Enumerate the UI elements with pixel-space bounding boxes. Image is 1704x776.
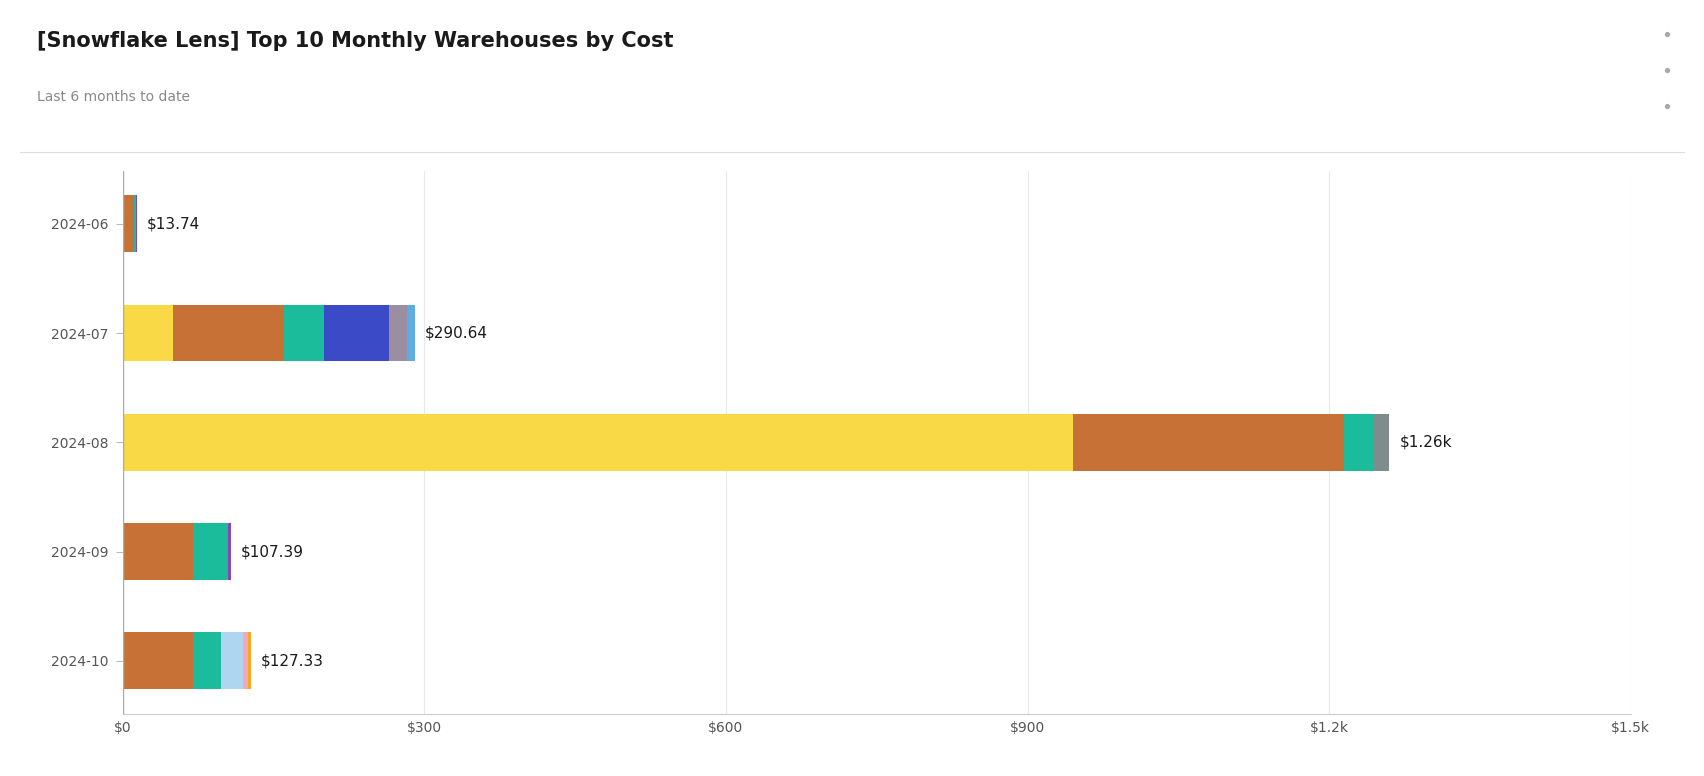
Bar <box>123 196 135 252</box>
Text: $127.33: $127.33 <box>261 653 324 668</box>
Bar <box>123 632 193 689</box>
Text: $107.39: $107.39 <box>240 544 303 559</box>
Text: $13.74: $13.74 <box>147 217 199 231</box>
Text: $1.26k: $1.26k <box>1399 435 1452 450</box>
Bar <box>222 632 244 689</box>
Bar <box>228 523 230 580</box>
Bar <box>123 523 193 580</box>
Bar <box>193 523 228 580</box>
Bar <box>407 305 414 362</box>
Bar <box>1074 414 1344 471</box>
Bar <box>1375 414 1389 471</box>
Bar <box>283 305 324 362</box>
Text: [Snowflake Lens] Top 10 Monthly Warehouses by Cost: [Snowflake Lens] Top 10 Monthly Warehous… <box>37 31 675 51</box>
Bar <box>193 632 222 689</box>
Bar <box>324 305 389 362</box>
Bar <box>123 305 174 362</box>
Bar <box>244 632 249 689</box>
Bar <box>174 305 283 362</box>
Bar <box>1344 414 1375 471</box>
Bar <box>123 414 1074 471</box>
Text: Last 6 months to date: Last 6 months to date <box>37 90 191 104</box>
Bar <box>249 632 250 689</box>
Text: $290.64: $290.64 <box>424 326 487 341</box>
Bar <box>389 305 407 362</box>
